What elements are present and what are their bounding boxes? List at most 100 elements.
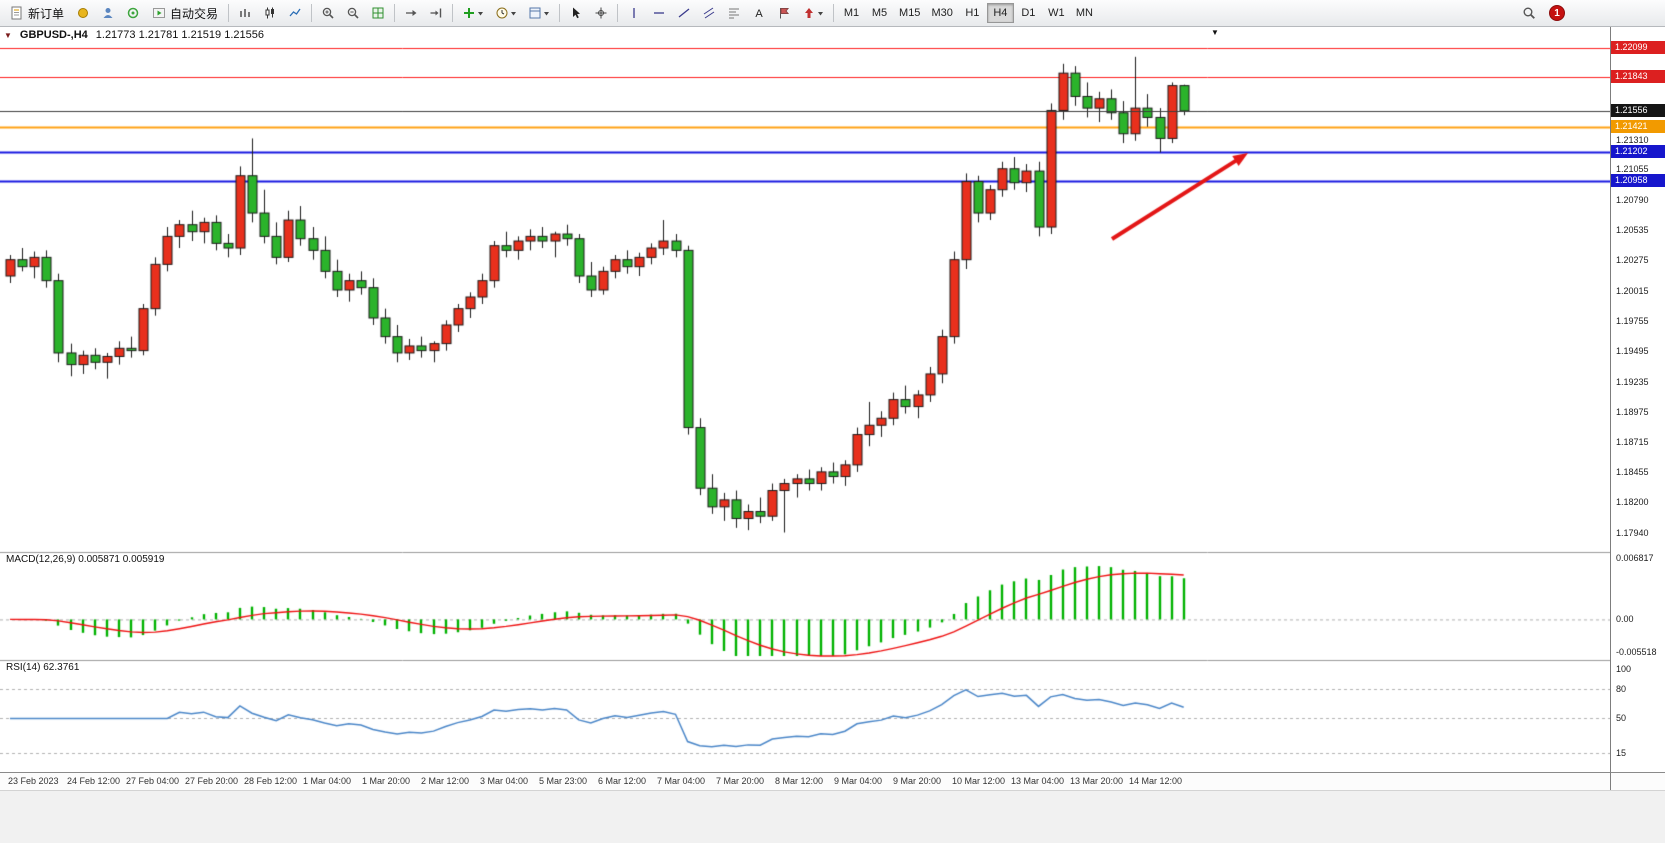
timeframe-m1[interactable]: M1: [838, 3, 865, 23]
auto-trading-icon: [153, 8, 166, 18]
search-icon: [1523, 7, 1535, 19]
time-axis-label: 7 Mar 20:00: [716, 776, 765, 786]
price-axis-tick: 1.18455: [1616, 467, 1649, 478]
auto-trading-button[interactable]: 自动交易: [146, 2, 224, 24]
time-axis-label: 1 Mar 20:00: [362, 776, 411, 786]
auto-scroll-button[interactable]: [399, 2, 423, 24]
timeframe-h4[interactable]: H4: [986, 3, 1014, 23]
price-level-badge: 1.21421: [1611, 119, 1665, 133]
chart-shift-button[interactable]: [424, 2, 448, 24]
label-tool-button[interactable]: [772, 2, 796, 24]
chart-menu-caret-icon[interactable]: ▼: [4, 30, 12, 40]
indicators-button[interactable]: [457, 2, 489, 24]
timeframe-d1[interactable]: D1: [1015, 3, 1042, 23]
chart-end-marker-icon[interactable]: ▼: [1211, 28, 1219, 37]
chevron-down-icon: [544, 11, 550, 15]
price-axis-tick: 1.19755: [1616, 315, 1649, 326]
timeframe-mn[interactable]: MN: [1071, 3, 1098, 23]
time-axis-label: 28 Feb 12:00: [244, 776, 298, 786]
toolbar-headset-button[interactable]: [121, 2, 145, 24]
price-axis-tick: 1.20535: [1616, 224, 1649, 235]
time-axis-label: 27 Feb 04:00: [126, 776, 180, 786]
time-axis[interactable]: 23 Feb 2023 24 Feb 12:00 27 Feb 04:00 27 Fe…: [0, 772, 1610, 790]
time-axis-label: 24 Feb 12:00: [67, 776, 121, 786]
price-axis-tick: 1.21055: [1616, 164, 1649, 175]
timeframe-m5[interactable]: M5: [866, 3, 893, 23]
toolbar-medal-button[interactable]: [71, 2, 95, 24]
fibonacci-tool-button[interactable]: [722, 2, 746, 24]
text-tool-button[interactable]: A: [747, 2, 771, 24]
candlestick-mode-button[interactable]: [258, 2, 282, 24]
crosshair-icon: [595, 7, 607, 19]
price-level-badge: 1.21556: [1611, 103, 1665, 117]
zoom-out-button[interactable]: [341, 2, 365, 24]
ohlc-readout: 1.21773 1.21781 1.21519 1.21556: [95, 29, 264, 41]
rsi-axis-tick: 100: [1616, 663, 1632, 674]
bar-chart-icon: [240, 9, 250, 17]
periods-button[interactable]: [490, 2, 522, 24]
time-axis-label: 1 Mar 04:00: [303, 776, 352, 786]
time-axis-label: 7 Mar 04:00: [657, 776, 706, 786]
label-flag-icon: [780, 8, 790, 19]
search-button[interactable]: [1517, 2, 1541, 24]
time-axis-label: 3 Mar 04:00: [480, 776, 529, 786]
chart-shift-icon: [430, 8, 442, 18]
crosshair-tool-button[interactable]: [589, 2, 613, 24]
chevron-down-icon: [818, 11, 824, 15]
arrows-tool-button[interactable]: [797, 2, 829, 24]
price-axis-tick: 1.21310: [1616, 134, 1649, 145]
bottom-strip: [0, 790, 1665, 843]
zoom-in-icon: [322, 7, 334, 19]
rsi-axis-tick: 80: [1616, 683, 1627, 694]
cursor-icon: [573, 7, 581, 19]
chevron-down-icon: [511, 11, 517, 15]
candlestick-icon: [265, 7, 275, 19]
price-axis[interactable]: 1.21310 1.21055 1.20790 1.20535 1.20275 1.200…: [1610, 27, 1665, 772]
template-icon: [529, 7, 541, 19]
macd-axis-tick: 0.006817: [1616, 553, 1654, 563]
time-axis-label: 10 Mar 12:00: [952, 776, 1006, 786]
toolbar: 新订单 自动交易: [0, 0, 1665, 27]
timeframe-m30[interactable]: M30: [926, 3, 957, 23]
headset-icon: [127, 7, 139, 19]
bar-chart-mode-button[interactable]: [233, 2, 257, 24]
rsi-axis-tick: 50: [1616, 713, 1627, 724]
vertical-line-tool-button[interactable]: [622, 2, 646, 24]
time-axis-label: 14 Mar 12:00: [1129, 776, 1183, 786]
time-axis-label: 6 Mar 12:00: [598, 776, 647, 786]
price-axis-tick: 1.17940: [1616, 527, 1649, 538]
price-level-badge: 1.21202: [1611, 145, 1665, 159]
price-level-badge: 1.22099: [1611, 40, 1665, 54]
auto-scroll-icon: [406, 10, 417, 16]
price-axis-tick: 1.18715: [1616, 437, 1649, 448]
timeframe-w1[interactable]: W1: [1043, 3, 1070, 23]
chart-canvas[interactable]: [0, 27, 1610, 772]
time-axis-label: 9 Mar 04:00: [834, 776, 883, 786]
macd-axis-tick: 0.00: [1616, 614, 1634, 625]
timeframe-h1[interactable]: H1: [959, 3, 986, 23]
trendline-tool-button[interactable]: [672, 2, 696, 24]
arrow-shape-icon: [805, 8, 814, 18]
price-axis-tick: 1.18975: [1616, 406, 1649, 417]
notification-badge[interactable]: 1: [1549, 5, 1565, 21]
cursor-tool-button[interactable]: [564, 2, 588, 24]
indicators-plus-icon: [464, 8, 475, 18]
toolbar-separator: [617, 4, 619, 22]
channel-tool-button[interactable]: [697, 2, 721, 24]
symbol-title: GBPUSD-,H4: [19, 29, 88, 41]
line-chart-mode-button[interactable]: [283, 2, 307, 24]
new-order-button[interactable]: 新订单: [4, 2, 70, 24]
time-axis-label: 13 Mar 20:00: [1070, 776, 1124, 786]
horizontal-line-icon: [654, 12, 665, 14]
auto-trading-label: 自动交易: [170, 6, 219, 21]
zoom-in-button[interactable]: [316, 2, 340, 24]
toolbar-person-button[interactable]: [96, 2, 120, 24]
tile-windows-button[interactable]: [366, 2, 390, 24]
timeframe-m15[interactable]: M15: [894, 3, 925, 23]
toolbar-separator: [311, 4, 313, 22]
templates-button[interactable]: [523, 2, 555, 24]
toolbar-separator: [452, 4, 454, 22]
chart-window: ▼ GBPUSD-,H4 1.21773 1.21781 1.21519 1.2…: [0, 27, 1665, 790]
horizontal-line-tool-button[interactable]: [647, 2, 671, 24]
time-axis-label: 9 Mar 20:00: [893, 776, 942, 786]
